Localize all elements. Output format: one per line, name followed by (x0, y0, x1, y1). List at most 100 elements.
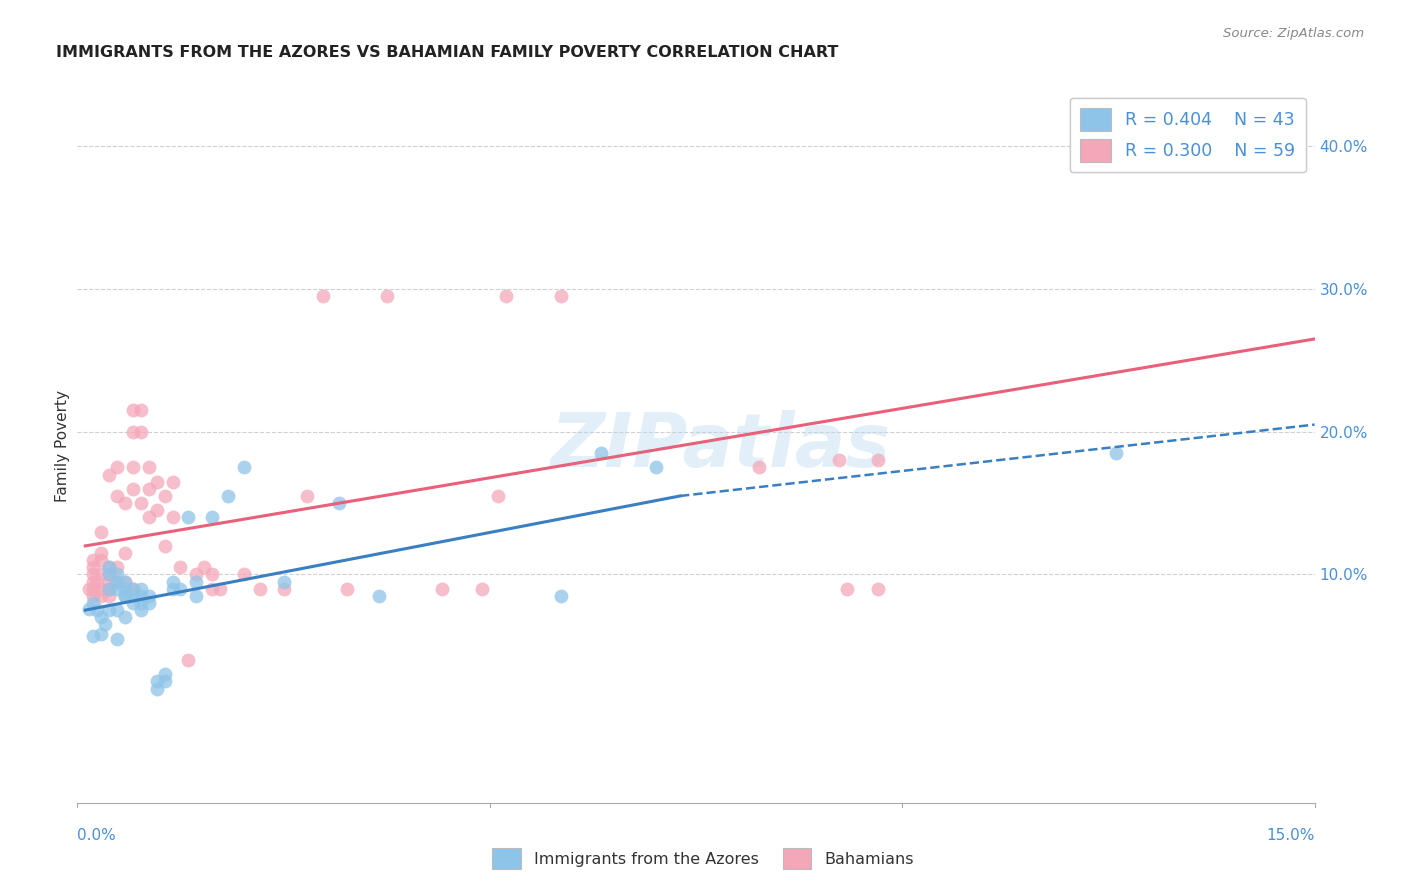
Point (186, 567, 208, 582)
Point (114, 589, 136, 603)
Point (94, 617, 117, 632)
Point (82, 629, 104, 643)
Point (273, 582, 295, 596)
Text: 0.0%: 0.0% (77, 828, 117, 843)
Point (90, 546, 112, 560)
Point (153, 674, 176, 689)
Point (121, 582, 143, 596)
Point (336, 582, 359, 596)
Point (129, 425, 152, 439)
Point (114, 589, 136, 603)
Point (138, 596, 160, 610)
Point (114, 582, 136, 596)
Point (90, 553, 112, 567)
Point (129, 589, 152, 603)
Point (98, 574, 121, 589)
Point (375, 289, 398, 303)
Point (177, 510, 200, 524)
Point (145, 674, 167, 689)
Point (90, 567, 112, 582)
Point (162, 510, 184, 524)
Point (153, 667, 176, 681)
Point (367, 589, 389, 603)
Point (129, 582, 152, 596)
Point (98, 560, 121, 574)
Point (471, 582, 494, 596)
Point (486, 489, 509, 503)
Point (121, 596, 143, 610)
Point (98, 567, 121, 582)
Point (138, 482, 160, 496)
Point (105, 574, 128, 589)
Text: IMMIGRANTS FROM THE AZORES VS BAHAMIAN FAMILY POVERTY CORRELATION CHART: IMMIGRANTS FROM THE AZORES VS BAHAMIAN F… (56, 45, 838, 60)
Point (550, 589, 572, 603)
Point (114, 574, 136, 589)
Point (121, 403, 143, 417)
Point (201, 582, 224, 596)
Point (82, 567, 104, 582)
Text: Source: ZipAtlas.com: Source: ZipAtlas.com (1223, 27, 1364, 40)
Point (193, 560, 215, 574)
Point (90, 627, 112, 641)
Point (114, 546, 136, 560)
Point (153, 539, 176, 553)
Point (835, 582, 858, 596)
Point (105, 460, 128, 475)
Point (121, 460, 143, 475)
Point (82, 553, 104, 567)
Point (105, 560, 128, 574)
Point (82, 560, 104, 574)
Point (121, 425, 143, 439)
Point (86, 574, 108, 589)
Point (145, 681, 167, 696)
Point (138, 510, 160, 524)
Point (645, 460, 668, 475)
Point (82, 574, 104, 589)
Point (90, 610, 112, 624)
Point (169, 582, 191, 596)
Point (169, 560, 191, 574)
Point (77, 601, 100, 615)
Point (98, 582, 121, 596)
Point (868, 582, 890, 596)
Point (153, 489, 176, 503)
Point (105, 574, 128, 589)
Point (98, 582, 121, 596)
Text: 15.0%: 15.0% (1267, 828, 1315, 843)
Point (868, 453, 890, 467)
Point (105, 632, 128, 646)
Point (114, 574, 136, 589)
Point (121, 482, 143, 496)
Point (201, 510, 224, 524)
Point (129, 496, 152, 510)
Point (249, 582, 271, 596)
Point (90, 524, 112, 539)
Point (90, 582, 112, 596)
Point (90, 589, 112, 603)
Point (209, 582, 232, 596)
Y-axis label: Family Poverty: Family Poverty (55, 390, 70, 502)
Point (328, 496, 350, 510)
Point (138, 589, 160, 603)
Point (82, 582, 104, 596)
Point (273, 574, 295, 589)
Point (121, 582, 143, 596)
Point (105, 603, 128, 617)
Point (430, 582, 453, 596)
Point (232, 460, 254, 475)
Point (105, 489, 128, 503)
Point (114, 496, 136, 510)
Point (186, 589, 208, 603)
Point (748, 460, 770, 475)
Point (138, 460, 160, 475)
Point (98, 467, 121, 482)
Point (495, 289, 517, 303)
Point (129, 603, 152, 617)
Point (98, 589, 121, 603)
Legend: R = 0.404    N = 43, R = 0.300    N = 59: R = 0.404 N = 43, R = 0.300 N = 59 (1070, 98, 1306, 172)
Point (145, 475, 167, 489)
Point (177, 653, 200, 667)
Point (82, 596, 104, 610)
Point (121, 589, 143, 603)
Text: ZIPatlas: ZIPatlas (551, 409, 891, 483)
